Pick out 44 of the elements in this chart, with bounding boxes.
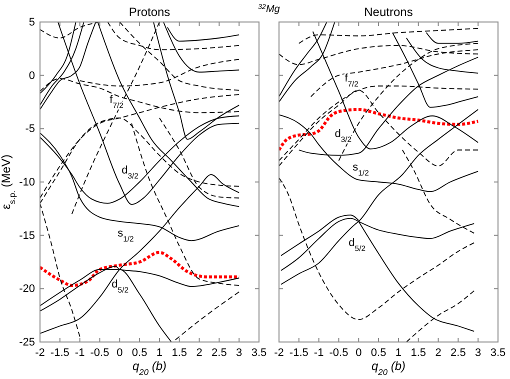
annotation: d$_{5/2}$ [348, 237, 366, 252]
x-tick-label: -2 [274, 346, 284, 359]
x-tick-label: 3 [236, 346, 242, 359]
x-tick-label: 3.5 [251, 346, 267, 359]
x-axis-title: q$_{20}$ (b) [132, 359, 167, 377]
annotation: s$_{1/2}$ [352, 161, 369, 177]
y-tick-label: -20 [19, 283, 35, 296]
x-axis-title: q$_{20}$ (b) [371, 359, 406, 377]
annotation: f$_{7/2}$ [344, 72, 358, 88]
annotation: s$_{1/2}$ [118, 227, 134, 243]
x-tick-label: -1.5 [289, 346, 308, 359]
x-tick-label: 1 [395, 346, 402, 359]
x-tick-label: 1.5 [410, 346, 426, 359]
x-tick-label: 2.5 [450, 346, 466, 359]
y-tick-label: 0 [28, 70, 35, 82]
x-tick-label: 0 [116, 346, 123, 359]
y-tick-label: -10 [19, 176, 35, 189]
x-tick-label: -0.5 [329, 346, 348, 359]
x-tick-label: -1 [74, 346, 85, 359]
x-tick-label: 0 [356, 346, 362, 359]
x-tick-label: 2 [196, 346, 202, 359]
x-tick-label: 0.5 [370, 346, 386, 359]
x-tick-label: 2.5 [212, 346, 227, 359]
y-tick-label: -5 [25, 123, 35, 136]
x-tick-label: -1.5 [50, 346, 70, 359]
chart-title: Protons [128, 5, 170, 19]
text: $^{32}$Mg [258, 4, 280, 15]
y-tick-label: -25 [19, 336, 35, 349]
annotation: f$_{7/2}$ [110, 94, 124, 110]
x-tick-label: 3.5 [490, 346, 506, 359]
x-tick-label: 1.5 [172, 346, 188, 359]
y-tick-label: -15 [19, 230, 35, 242]
x-tick-label: 1 [156, 346, 163, 359]
x-tick-label: -2 [35, 346, 45, 359]
x-tick-label: 0.5 [132, 346, 148, 359]
x-tick-label: 2 [435, 346, 442, 359]
x-tick-label: -1 [314, 346, 324, 359]
y-tick-label: 5 [28, 16, 35, 29]
x-tick-label: -0.5 [90, 346, 110, 359]
chart-title: Neutrons [364, 5, 413, 19]
annotation: d$_{3/2}$ [334, 128, 352, 144]
x-tick-label: 3 [475, 346, 482, 359]
annotation: d$_{5/2}$ [112, 278, 128, 294]
annotation: d$_{3/2}$ [122, 164, 138, 180]
